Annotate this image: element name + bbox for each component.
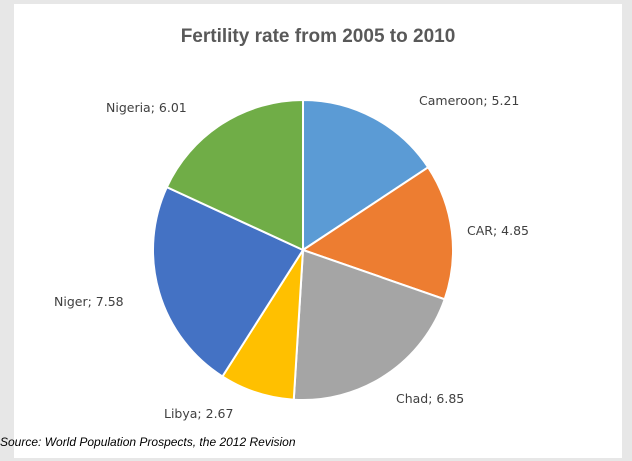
- data-label-niger: Niger; 7.58: [54, 294, 124, 309]
- data-label-car: CAR; 4.85: [467, 223, 529, 238]
- data-label-libya: Libya; 2.67: [164, 406, 233, 421]
- data-label-nigeria: Nigeria; 6.01: [106, 100, 187, 115]
- data-label-cameroon: Cameroon; 5.21: [419, 93, 519, 108]
- data-label-chad: Chad; 6.85: [396, 391, 464, 406]
- pie-slice-cameroon: [302, 98, 430, 252]
- chart-title: Fertility rate from 2005 to 2010: [180, 26, 456, 47]
- chart-area: Fertility rate from 2005 to 2010 Cameroo…: [14, 4, 622, 458]
- pie-slice-chad: [292, 248, 446, 402]
- source-note: Source: World Population Prospects, the …: [0, 435, 296, 449]
- pie-chart: Cameroon; 5.21 CAR; 4.85 Chad; 6.85 Libya; …: [54, 93, 529, 421]
- pie-slice-niger: [152, 185, 305, 378]
- pie-slice-car: [300, 165, 454, 301]
- pie-slice-nigeria: [165, 98, 304, 252]
